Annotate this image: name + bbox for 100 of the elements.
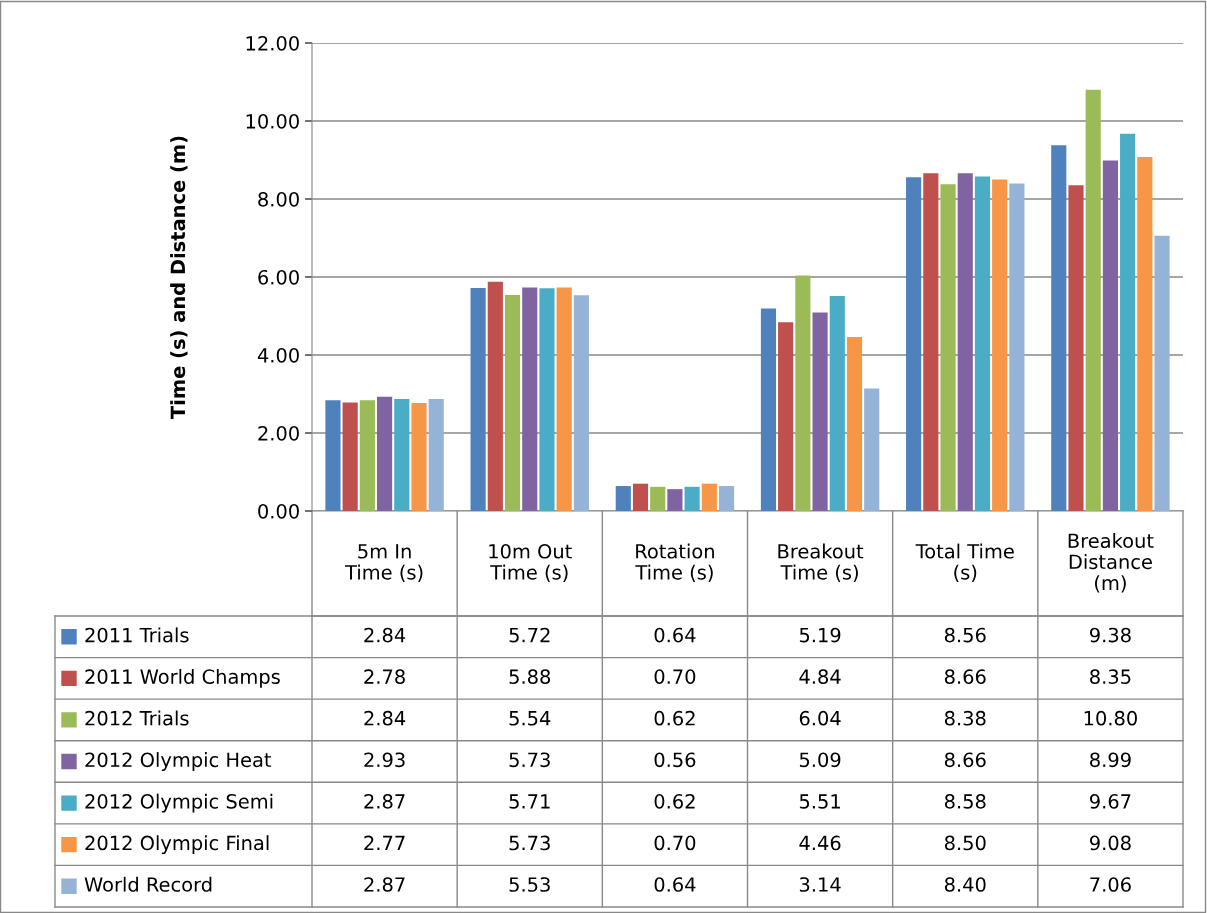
bar <box>325 400 341 511</box>
data-label: 5.73 <box>509 835 550 851</box>
data-label: 8.58 <box>944 794 986 809</box>
data-label: 2.87 <box>364 877 405 892</box>
bar <box>615 486 631 511</box>
bar <box>1051 145 1067 511</box>
y-axis-title: Time (s) and Distance (m) <box>170 136 188 419</box>
data-label: 6.04 <box>799 710 841 726</box>
bar <box>394 399 410 511</box>
bar <box>556 287 572 511</box>
data-label: 2.84 <box>364 627 406 643</box>
data-label: 2.78 <box>364 669 405 684</box>
x-tick-label: 10m Out Time (s) <box>489 543 572 582</box>
data-label: 5.53 <box>509 877 550 892</box>
data-label: 0.64 <box>654 877 696 892</box>
data-label: 0.64 <box>654 627 696 643</box>
data-label: 9.08 <box>1089 835 1131 851</box>
data-label: 0.70 <box>654 835 696 851</box>
data-label: 5.88 <box>509 669 551 684</box>
y-tick-label: 4.00 <box>257 347 299 363</box>
x-tick-label: 5m In Time (s) <box>345 544 423 582</box>
bar <box>1154 235 1170 511</box>
bar <box>667 489 683 511</box>
bar <box>923 173 939 511</box>
y-tick-label: 6.00 <box>258 269 299 285</box>
data-label: 8.99 <box>1090 752 1131 768</box>
data-label: 0.56 <box>654 752 696 768</box>
data-label: 2.84 <box>364 710 406 726</box>
data-label: 5.09 <box>799 752 841 768</box>
data-label: 5.54 <box>509 711 551 726</box>
data-label: 2.87 <box>364 794 405 809</box>
bar <box>1085 89 1101 511</box>
data-label: 4.46 <box>799 835 841 851</box>
bar <box>377 396 393 511</box>
bar <box>684 486 700 511</box>
bar <box>1068 185 1084 511</box>
data-label: 8.35 <box>1090 669 1131 684</box>
bar <box>487 281 503 511</box>
data-label: 0.62 <box>654 710 695 726</box>
legend-label: 2012 Olympic Semi <box>85 793 273 813</box>
bar <box>573 295 589 511</box>
bar <box>778 322 794 511</box>
legend-label: 2011 World Champs <box>85 668 280 688</box>
data-label: 2.93 <box>364 752 405 768</box>
x-tick-label: Breakout Distance (m) <box>1068 533 1154 593</box>
data-label: 2.77 <box>364 835 405 851</box>
data-label: 3.14 <box>799 877 841 892</box>
bar <box>974 176 991 511</box>
bar <box>957 173 973 511</box>
x-tick-label: Total Time (s) <box>915 543 1014 582</box>
data-label: 9.38 <box>1089 627 1131 643</box>
y-tick-label: 2.00 <box>258 425 299 441</box>
data-label: 9.67 <box>1089 794 1131 809</box>
bar <box>539 288 555 511</box>
data-label: 0.62 <box>654 794 695 809</box>
data-label: 8.56 <box>944 627 986 643</box>
data-label: 8.66 <box>944 669 986 684</box>
data-label: 5.19 <box>799 627 841 643</box>
bar <box>522 287 538 511</box>
bar <box>718 486 735 511</box>
data-label: 5.51 <box>799 794 840 809</box>
bar <box>1009 183 1025 511</box>
data-label: 5.71 <box>509 794 550 809</box>
bar <box>795 275 811 511</box>
data-label: 8.38 <box>944 710 986 726</box>
bar <box>342 402 358 511</box>
bar <box>846 337 863 511</box>
bar <box>760 308 777 511</box>
bar <box>1120 133 1136 511</box>
bar <box>701 483 717 511</box>
bar <box>632 483 649 511</box>
data-label: 10.80 <box>1084 710 1137 726</box>
legend-label: 2012 Trials <box>85 710 189 726</box>
data-label: 8.40 <box>944 877 986 892</box>
bar <box>504 294 521 511</box>
data-label: 0.70 <box>654 669 696 684</box>
bar <box>940 184 956 511</box>
y-tick-label: 0.00 <box>258 503 299 519</box>
bar <box>1102 160 1118 511</box>
legend-label: World Record <box>84 876 212 892</box>
bar <box>1137 156 1153 511</box>
data-label: 8.66 <box>944 752 986 768</box>
y-tick-label: 12.00 <box>246 35 299 51</box>
bar <box>411 402 427 511</box>
data-label: 5.73 <box>509 752 550 768</box>
legend-label: 2011 Trials <box>85 627 189 643</box>
legend-label: 2012 Olympic Heat <box>85 752 272 771</box>
x-tick-label: Rotation Time (s) <box>635 543 714 582</box>
data-label: 4.84 <box>799 669 841 684</box>
data-label: 7.06 <box>1090 877 1131 892</box>
bar <box>829 296 845 511</box>
y-tick-label: 8.00 <box>258 191 299 207</box>
bar <box>650 486 666 511</box>
x-tick-label: Breakout Time (s) <box>778 543 864 582</box>
bar <box>470 287 486 511</box>
bar <box>864 388 880 511</box>
legend-label: 2012 Olympic Final <box>85 835 269 855</box>
bar <box>812 312 828 511</box>
bar <box>428 399 444 511</box>
bar <box>992 179 1008 511</box>
